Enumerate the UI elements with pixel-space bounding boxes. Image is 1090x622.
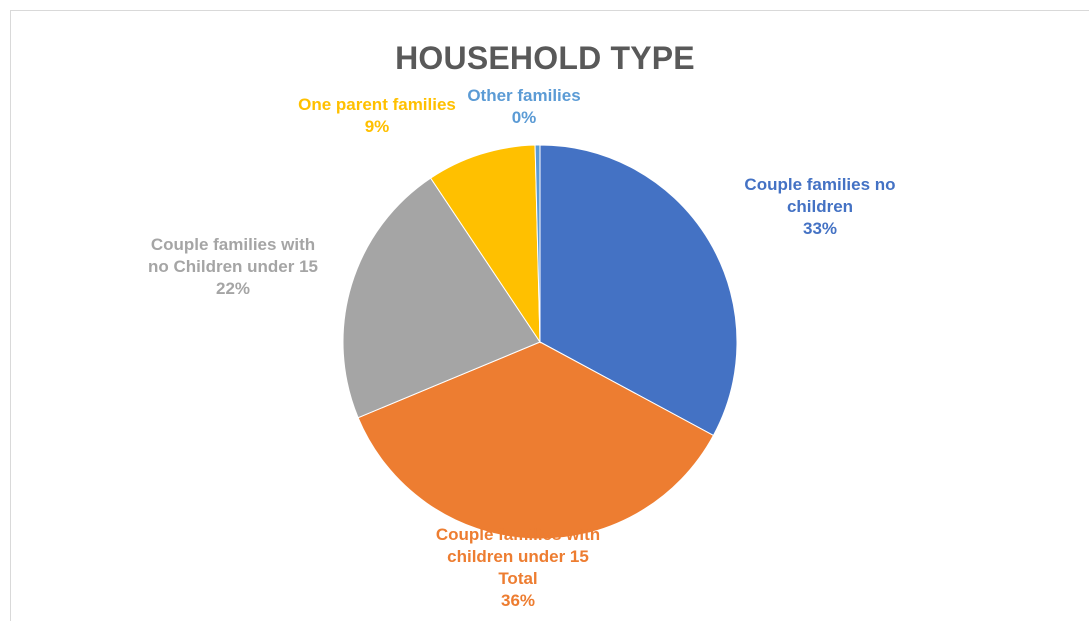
- pie-slice-2: [342, 177, 541, 419]
- data-label-line: One parent families: [298, 95, 456, 114]
- data-label-line: children under 15: [447, 547, 589, 566]
- pie-slice-4: [534, 144, 541, 343]
- data-label-line: no Children under 15: [148, 257, 318, 276]
- pie-slice-0: [539, 144, 738, 437]
- data-label-percent: 36%: [501, 591, 535, 610]
- data-label-line: Couple families no: [744, 175, 895, 194]
- data-label-4: Other families 0%: [467, 86, 580, 127]
- data-label-1: Couple families with children under 15 Tot…: [436, 525, 600, 610]
- data-label-line: Total: [498, 569, 537, 588]
- data-label-line: Couple families with: [151, 235, 315, 254]
- chart-area: [10, 10, 1089, 621]
- data-label-line: children: [787, 197, 853, 216]
- data-label-line: Other families: [467, 86, 580, 105]
- pie-slice-1: [357, 341, 715, 540]
- data-label-percent: 33%: [803, 219, 837, 238]
- data-label-line: Couple families with: [436, 525, 600, 544]
- data-label-percent: 0%: [512, 108, 537, 127]
- data-label-percent: 22%: [216, 279, 250, 298]
- pie-slices: [342, 144, 738, 540]
- data-label-3: One parent families 9%: [298, 95, 456, 136]
- data-label-2: Couple families with no Children under 15…: [148, 235, 318, 298]
- data-label-percent: 9%: [365, 117, 390, 136]
- chart-title: HOUSEHOLD TYPE: [395, 40, 695, 76]
- data-label-0: Couple families no children 33%: [744, 175, 895, 238]
- pie-slice-3: [429, 144, 541, 344]
- pie-labels: Couple families no children 33%Couple fami…: [148, 86, 896, 610]
